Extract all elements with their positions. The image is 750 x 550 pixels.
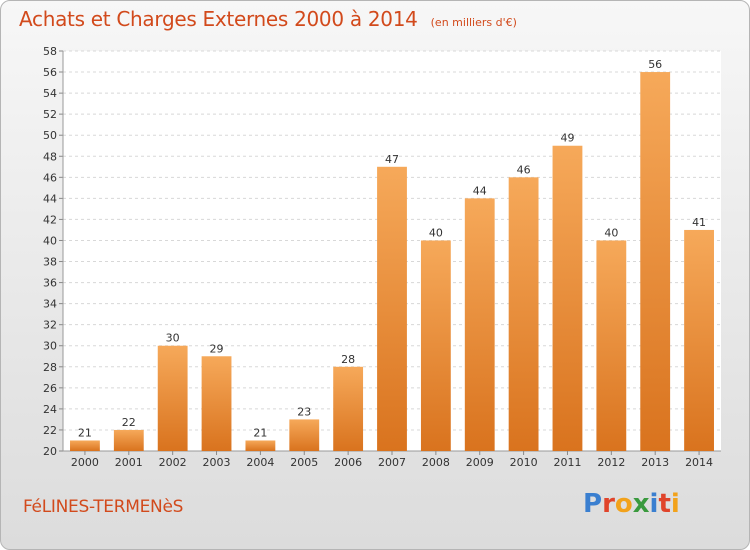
- y-tick-label: 24: [43, 403, 57, 416]
- logo-letter: P: [583, 489, 603, 519]
- proxiti-logo: Proxiti: [583, 489, 680, 519]
- data-label-2008: 40: [429, 226, 443, 239]
- y-tick-label: 36: [43, 277, 57, 290]
- data-label-2006: 28: [341, 353, 355, 366]
- bar-2008: [420, 240, 451, 451]
- data-label-2001: 22: [122, 416, 136, 429]
- logo-letter: t: [658, 489, 671, 519]
- data-label-2000: 21: [78, 426, 92, 439]
- bar-2010: [508, 177, 539, 451]
- chart-title: Achats et Charges Externes 2000 à 2014: [19, 7, 418, 31]
- bar-2007: [377, 166, 407, 451]
- data-label-2005: 23: [297, 405, 311, 418]
- y-tick-label: 30: [43, 340, 57, 353]
- y-tick-label: 40: [43, 234, 57, 247]
- x-tick-label-2011: 2011: [553, 456, 581, 469]
- bar-2001: [113, 429, 144, 451]
- x-tick-label-2014: 2014: [685, 456, 713, 469]
- x-tick-label-2012: 2012: [597, 456, 625, 469]
- data-label-2004: 21: [253, 426, 267, 439]
- y-tick-label: 32: [43, 319, 57, 332]
- y-tick-label: 58: [43, 45, 57, 58]
- y-tick-label: 52: [43, 108, 57, 121]
- logo-letter: i: [649, 489, 659, 519]
- x-tick-label-2007: 2007: [378, 456, 406, 469]
- bar-2014: [684, 229, 714, 451]
- x-tick-label-2005: 2005: [290, 456, 318, 469]
- y-tick-label: 42: [43, 213, 57, 226]
- bar-2011: [552, 145, 583, 451]
- bar-2006: [333, 366, 364, 451]
- chart-header: Achats et Charges Externes 2000 à 2014 (…: [19, 7, 517, 31]
- chart-subtitle: (en milliers d'€): [430, 16, 517, 29]
- x-tick-label-2002: 2002: [159, 456, 187, 469]
- x-tick-label-2006: 2006: [334, 456, 362, 469]
- y-tick-label: 20: [43, 445, 57, 458]
- y-tick-label: 28: [43, 361, 57, 374]
- data-label-2012: 40: [604, 226, 618, 239]
- data-label-2009: 44: [473, 184, 487, 197]
- data-label-2007: 47: [385, 153, 399, 166]
- bar-2009: [464, 198, 495, 451]
- x-tick-label-2001: 2001: [115, 456, 143, 469]
- logo-letter: i: [670, 489, 680, 519]
- y-tick-label: 34: [43, 298, 57, 311]
- data-label-2010: 46: [517, 163, 531, 176]
- bar-2012: [596, 240, 627, 451]
- bar-2005: [289, 419, 320, 451]
- y-tick-label: 50: [43, 129, 57, 142]
- logo-letter: x: [632, 489, 650, 519]
- y-tick-label: 56: [43, 66, 57, 79]
- x-tick-label-2004: 2004: [246, 456, 274, 469]
- bar-2000: [70, 440, 100, 451]
- y-tick-label: 48: [43, 150, 57, 163]
- y-tick-label: 26: [43, 382, 57, 395]
- x-tick-label-2009: 2009: [466, 456, 494, 469]
- y-tick-label: 44: [43, 192, 57, 205]
- commune-name: FéLINES-TERMENèS: [23, 497, 184, 517]
- bar-2013: [640, 72, 671, 451]
- data-label-2011: 49: [560, 132, 574, 145]
- logo-letter: r: [602, 489, 615, 519]
- y-tick-label: 38: [43, 256, 57, 269]
- x-tick-label-2000: 2000: [71, 456, 99, 469]
- logo-letter: o: [614, 489, 633, 519]
- y-tick-label: 54: [43, 87, 57, 100]
- x-tick-label-2010: 2010: [510, 456, 538, 469]
- y-tick-label: 22: [43, 424, 57, 437]
- x-tick-label-2013: 2013: [641, 456, 669, 469]
- data-label-2003: 29: [210, 342, 224, 355]
- bar-2004: [245, 440, 276, 451]
- data-label-2013: 56: [648, 58, 662, 71]
- bar-2002: [157, 345, 188, 451]
- x-tick-label-2003: 2003: [203, 456, 231, 469]
- x-tick-label-2008: 2008: [422, 456, 450, 469]
- bar-2003: [201, 356, 232, 451]
- data-label-2002: 30: [166, 332, 180, 345]
- y-tick-label: 46: [43, 171, 57, 184]
- data-label-2014: 41: [692, 216, 706, 229]
